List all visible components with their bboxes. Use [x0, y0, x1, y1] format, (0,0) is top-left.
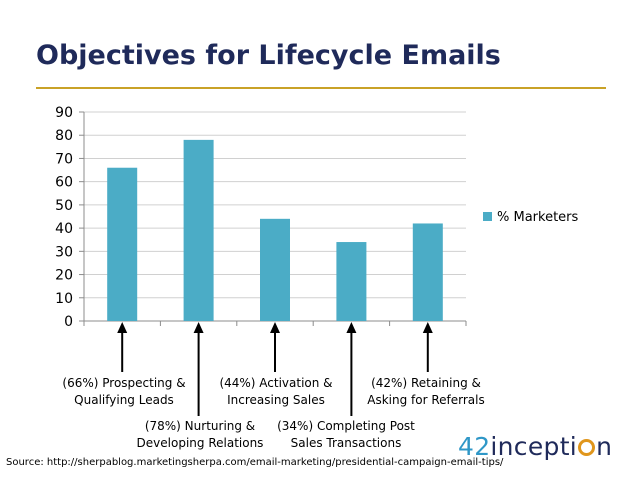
y-tick-label: 70 — [55, 151, 73, 167]
company-logo: 42incepti n — [458, 432, 612, 461]
y-tick-label: 20 — [55, 268, 73, 284]
page-title: Objectives for Lifecycle Emails — [36, 40, 501, 71]
arrow-head — [346, 322, 357, 333]
legend-label: % Marketers — [497, 210, 579, 225]
annotation-line: Increasing Sales — [227, 393, 325, 407]
y-tick-label: 50 — [55, 198, 73, 214]
bar — [260, 218, 290, 321]
annotation-line: (34%) Completing Post — [277, 419, 415, 433]
annotation-line: Developing Relations — [136, 436, 264, 450]
annotation-retaining: (42%) Retaining & Asking for Referrals — [326, 375, 526, 409]
arrow-head — [117, 322, 128, 333]
bar — [183, 139, 214, 321]
y-tick-label: 30 — [55, 244, 73, 260]
annotation-line: Asking for Referrals — [367, 393, 485, 407]
annotation-line: Sales Transactions — [290, 436, 402, 450]
y-tick-label: 10 — [55, 291, 73, 307]
bar — [107, 167, 138, 321]
arrow-head — [193, 322, 204, 333]
annotation-prospecting: (66%) Prospecting & Qualifying Leads — [24, 375, 224, 409]
annotation-nurturing: (78%) Nurturing & Developing Relations — [100, 418, 300, 452]
arrow-head — [422, 322, 433, 333]
annotation-line: (78%) Nurturing & — [144, 419, 256, 433]
y-tick-label: 40 — [55, 221, 73, 237]
y-tick-label: 60 — [55, 175, 73, 191]
annotation-line: (66%) Prospecting & — [62, 376, 186, 390]
logo-word-end: n — [596, 432, 613, 461]
y-tick-label: 80 — [55, 128, 73, 144]
source-citation: Source: http://sherpablog.marketingsherp… — [6, 457, 504, 468]
bar — [336, 242, 367, 321]
bar — [412, 223, 443, 321]
logo-ring-icon — [578, 439, 596, 456]
arrow-head — [270, 322, 280, 333]
logo-number: 42 — [458, 432, 491, 461]
annotation-line: Qualifying Leads — [74, 393, 174, 407]
legend-swatch — [483, 212, 492, 221]
annotation-line: (44%) Activation & — [219, 376, 333, 390]
annotation-completing: (34%) Completing Post Sales Transactions — [246, 418, 446, 452]
logo-word: incepti — [490, 432, 578, 461]
annotation-activation: (44%) Activation & Increasing Sales — [176, 375, 376, 409]
y-tick-label: 90 — [55, 105, 73, 121]
title-underline — [36, 87, 606, 89]
annotation-line: (42%) Retaining & — [371, 376, 481, 390]
y-tick-label: 0 — [64, 314, 73, 330]
